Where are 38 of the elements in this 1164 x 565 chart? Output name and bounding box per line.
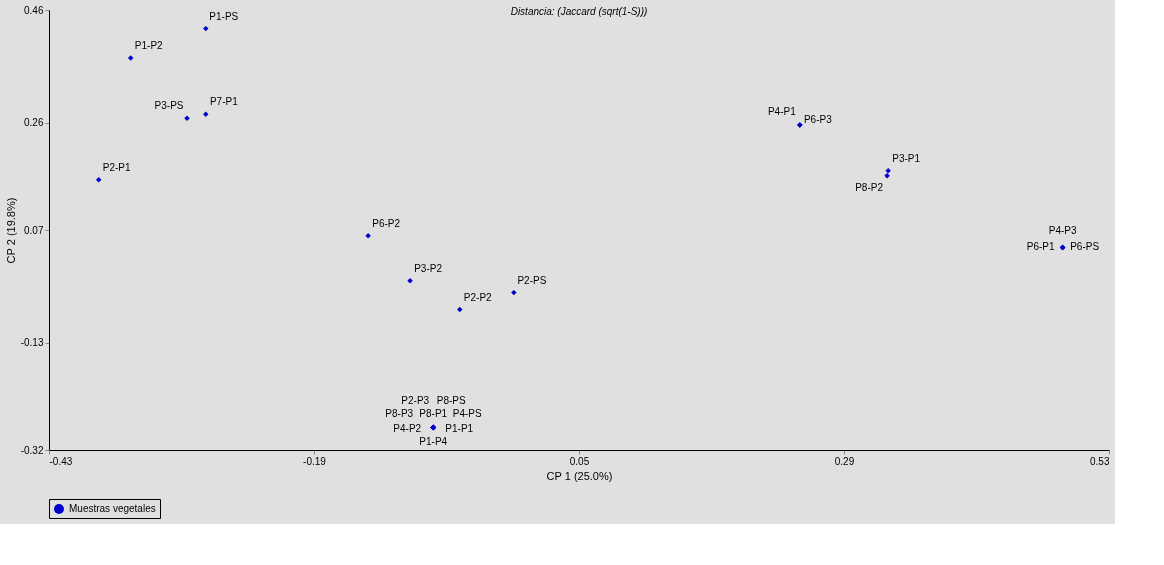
annotation: P4-P2: [393, 423, 422, 435]
annotation: P1-PS: [209, 10, 239, 22]
annotation: P8-P3: [385, 408, 414, 420]
annotation: P6-P2: [372, 217, 401, 229]
legend-label: Muestras vegetales: [69, 503, 156, 514]
annotation: P3-P2: [414, 262, 443, 274]
annotation: P3-PS: [154, 100, 184, 112]
y-tick-label: 0.07: [24, 224, 44, 236]
annotation: P8-P1: [419, 408, 448, 420]
x-tick-label: 0.29: [834, 455, 855, 467]
annotation: P1-P2: [134, 39, 164, 51]
x-tick-label: 0.05: [569, 455, 590, 467]
x-tick-label: -0.19: [303, 455, 327, 467]
x-tick-label: 0.53: [1090, 455, 1110, 467]
annotation: P8-P2: [855, 181, 884, 193]
annotation: P4-P1: [767, 106, 797, 118]
annotation: P6-PS: [1070, 241, 1100, 253]
annotation: P6-P1: [1026, 241, 1055, 253]
annotation: P2-PS: [517, 274, 547, 286]
annotation: P4-P3: [1048, 225, 1077, 237]
annotation: P6-P3: [803, 114, 833, 126]
y-tick-label: 0.26: [24, 117, 44, 129]
y-axis-title: CP 2 (19.8%): [4, 197, 17, 264]
y-tick-label: 0.46: [24, 4, 44, 16]
y-tick-label: -0.13: [20, 337, 44, 349]
annotation: P7-P1: [209, 96, 239, 108]
annotation: P2-P2: [463, 291, 493, 303]
annotation: P2-P3: [401, 395, 430, 407]
annotation: P1-P4: [419, 436, 448, 448]
annotation: P8-PS: [436, 395, 467, 407]
annotation: P2-P1: [102, 161, 132, 173]
annotation: P4-PS: [452, 408, 483, 420]
x-axis-title: CP 1 (25.0%): [546, 469, 613, 482]
y-tick-label: -0.32: [20, 444, 44, 456]
chart-title: Distancia: (Jaccard (sqrt(1-S))): [510, 6, 648, 17]
x-tick-label: -0.43: [49, 455, 73, 467]
annotation: P1-P1: [445, 423, 474, 435]
annotation: P3-P1: [892, 152, 921, 164]
